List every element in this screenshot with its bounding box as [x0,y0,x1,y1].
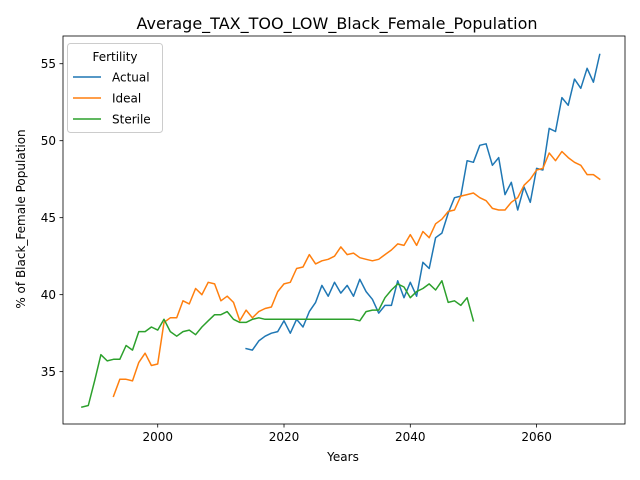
legend-label-sterile: Sterile [112,113,151,127]
chart-title: Average_TAX_TOO_LOW_Black_Female_Populat… [136,14,537,34]
y-tick-label: 35 [41,365,56,379]
y-tick-label: 40 [41,288,56,302]
legend-label-actual: Actual [112,71,150,85]
legend-items: Actual Ideal Sterile [73,71,151,127]
series-line-sterile [80,280,475,409]
x-tick-label: 2060 [521,430,552,444]
legend-label-ideal: Ideal [112,92,141,106]
y-axis-ticks: 35 40 45 50 55 [41,57,63,379]
legend: Fertility Actual Ideal Sterile [67,43,163,133]
y-tick-label: 55 [41,57,56,71]
y-tick-label: 50 [41,134,56,148]
x-tick-label: 2020 [269,430,300,444]
legend-box [67,43,163,133]
x-axis-label: Years [326,450,359,464]
x-axis-ticks: 2000 2020 2040 2060 [142,424,552,444]
x-tick-label: 2000 [142,430,173,444]
y-tick-label: 45 [41,211,56,225]
series-line-ideal [112,150,601,398]
legend-title: Fertility [92,50,137,64]
y-axis-label: % of Black_Female Population [14,129,28,308]
plot-lines [80,53,601,409]
x-tick-label: 2040 [395,430,426,444]
axes-frame [62,35,626,425]
